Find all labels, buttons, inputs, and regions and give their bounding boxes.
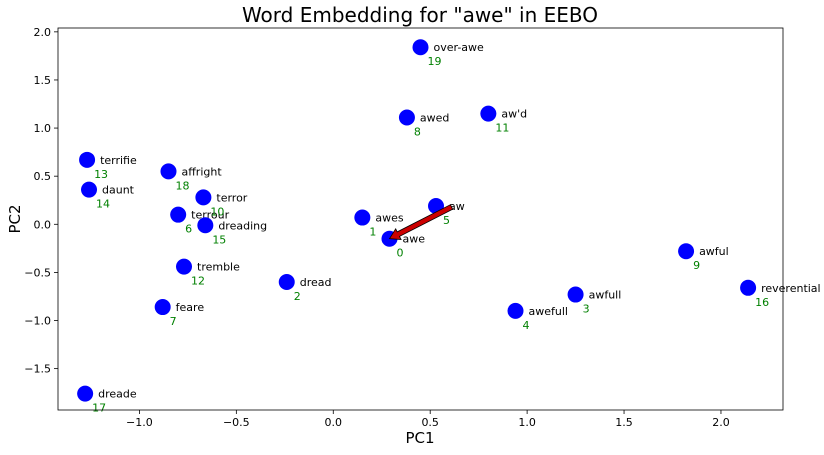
data-point	[412, 39, 429, 56]
y-tick-label: −0.5	[24, 266, 51, 279]
point-word-label: tremble	[197, 261, 240, 274]
y-tick-label: 0.5	[34, 170, 52, 183]
point-index-label: 2	[294, 290, 301, 303]
x-tick-label: 0.5	[421, 416, 439, 429]
y-tick-label: −1.0	[24, 315, 51, 328]
data-point	[170, 206, 187, 223]
data-point	[160, 163, 177, 180]
point-index-label: 13	[94, 168, 108, 181]
point-index-label: 17	[92, 402, 106, 415]
y-tick-label: 1.0	[34, 122, 52, 135]
data-point	[176, 258, 193, 275]
data-point	[398, 109, 415, 126]
data-point	[740, 279, 757, 296]
point-word-label: over-awe	[434, 41, 485, 54]
data-point	[77, 385, 94, 402]
x-axis-label: PC1	[405, 429, 434, 447]
point-word-label: aw	[449, 200, 465, 213]
annotation-arrow	[388, 204, 454, 240]
data-point	[567, 286, 584, 303]
point-index-label: 15	[212, 233, 226, 246]
point-word-label: awe	[402, 233, 425, 246]
x-tick-label: 1.0	[518, 416, 536, 429]
point-index-label: 3	[583, 303, 590, 316]
data-point	[507, 302, 524, 319]
x-axis: −1.0 −0.5 0.0 0.5 1.0 1.5 2.0	[126, 410, 730, 429]
point-index-label: 4	[522, 319, 529, 332]
point-word-label: terror	[216, 191, 247, 204]
y-tick-label: −1.5	[24, 363, 51, 376]
point-word-label: aw'd	[501, 108, 527, 121]
point-word-label: awefull	[528, 305, 567, 318]
point-word-label: dreading	[218, 219, 267, 232]
point-word-label: affright	[181, 165, 222, 178]
point-index-label: 18	[175, 179, 189, 192]
point-index-label: 12	[191, 275, 205, 288]
point-word-label: terrour	[191, 209, 229, 222]
data-point	[195, 189, 212, 206]
point-word-label: feare	[176, 301, 205, 314]
data-point	[81, 181, 98, 198]
point-index-label: 1	[369, 226, 376, 239]
data-point	[278, 274, 295, 291]
data-point	[197, 217, 214, 234]
data-point	[480, 105, 497, 122]
y-tick-label: 0.0	[34, 218, 52, 231]
point-index-label: 14	[96, 198, 110, 211]
point-word-label: reverential	[761, 282, 821, 295]
x-tick-label: −1.0	[126, 416, 153, 429]
x-tick-label: 2.0	[712, 416, 730, 429]
data-point	[154, 299, 171, 316]
point-index-label: 11	[495, 122, 509, 135]
point-index-label: 8	[414, 125, 421, 138]
point-word-label: daunt	[102, 184, 135, 197]
y-tick-label: 1.5	[34, 74, 52, 87]
y-axis-label: PC2	[6, 204, 24, 233]
point-word-label: awes	[375, 212, 404, 225]
chart-title: Word Embedding for "awe" in EEBO	[242, 3, 598, 27]
x-tick-label: −0.5	[223, 416, 250, 429]
data-point	[354, 209, 371, 226]
point-index-label: 9	[693, 259, 700, 272]
point-index-label: 10	[210, 205, 224, 218]
point-word-label: awful	[699, 245, 729, 258]
x-tick-label: 1.5	[615, 416, 633, 429]
y-tick-label: 2.0	[34, 26, 52, 39]
x-tick-label: 0.0	[325, 416, 343, 429]
point-word-label: dread	[300, 276, 332, 289]
point-index-label: 5	[443, 214, 450, 227]
point-index-label: 16	[755, 296, 769, 309]
point-word-label: dreade	[98, 388, 137, 401]
point-index-label: 0	[396, 247, 403, 260]
point-index-label: 7	[170, 315, 177, 328]
data-point	[678, 243, 695, 260]
point-word-label: terrifie	[100, 154, 137, 167]
plot-frame	[57, 27, 784, 411]
point-word-label: awed	[420, 111, 450, 124]
point-index-label: 19	[428, 55, 442, 68]
y-axis: −1.5 −1.0 −0.5 0.0 0.5 1.0 1.5 2.0	[24, 26, 58, 376]
data-point	[79, 151, 96, 168]
point-word-label: awfull	[589, 289, 622, 302]
point-index-label: 6	[185, 223, 192, 236]
